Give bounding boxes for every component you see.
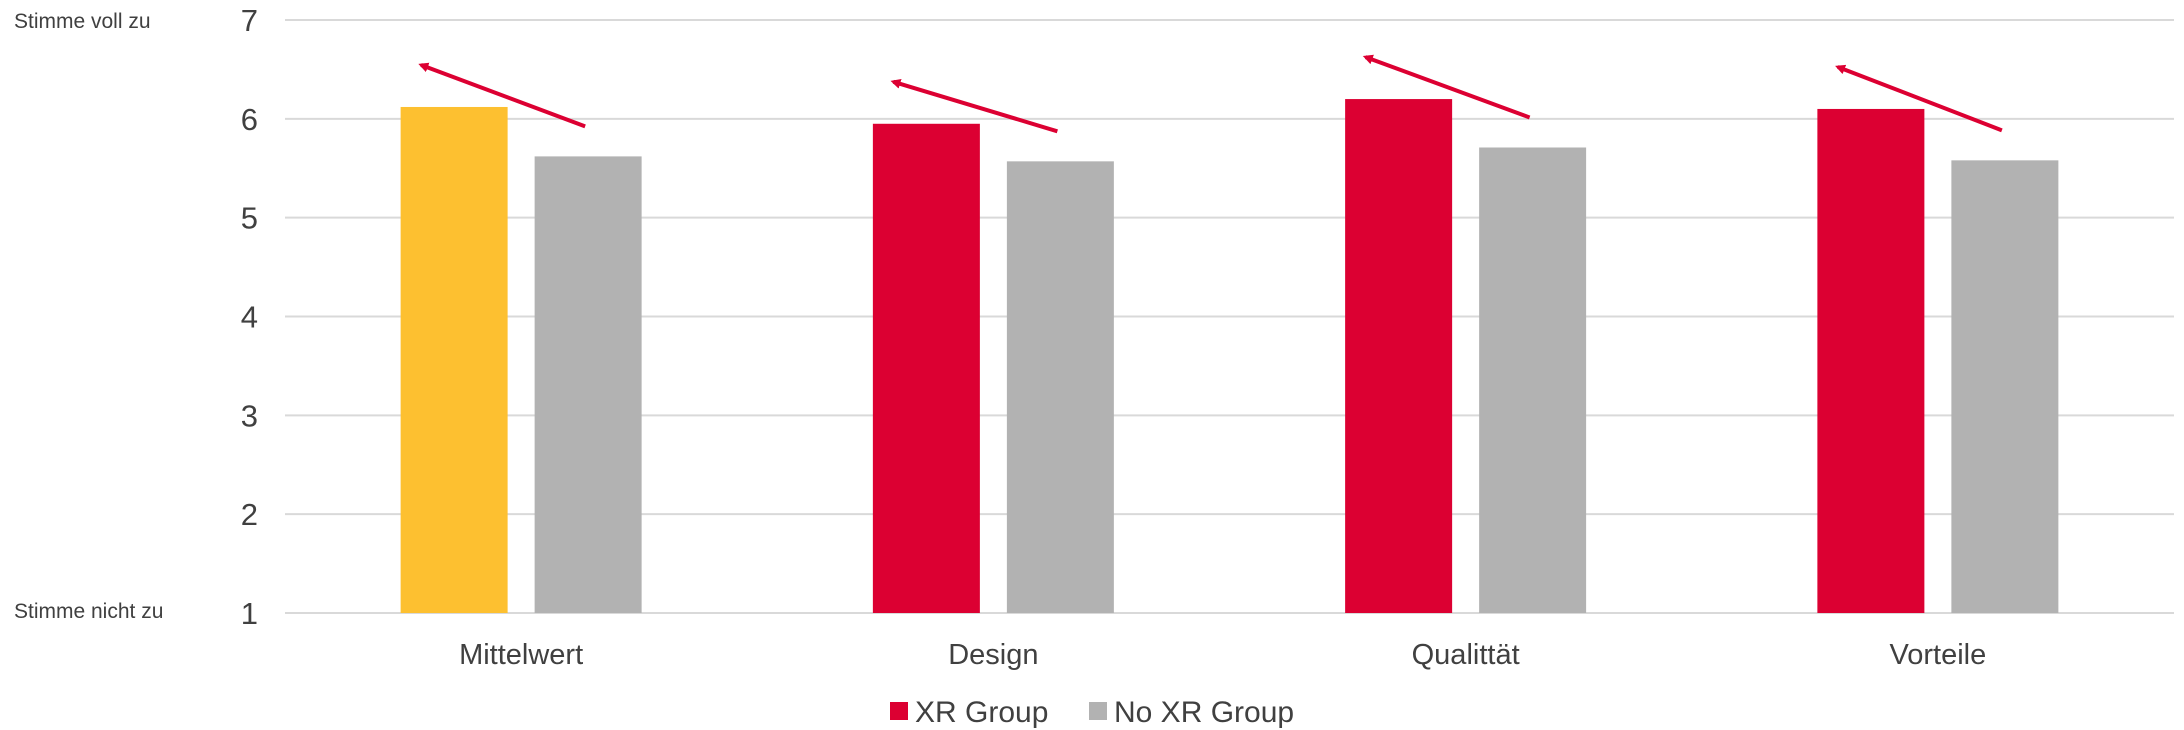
y-tick-label: 7: [241, 3, 258, 38]
bar-xr-3: [1345, 99, 1453, 614]
bar-no-xr-1: [534, 156, 642, 613]
y-tick-label: 2: [241, 497, 258, 532]
trend-arrows: [418, 54, 2003, 134]
legend-swatch-xr: [890, 702, 908, 720]
x-tick-label: Mittelwert: [459, 639, 583, 671]
bar-no-xr-4: [1951, 160, 2059, 614]
bars: [400, 99, 2059, 614]
y-tick-label: 1: [241, 596, 258, 631]
legend-swatch-no-xr: [1089, 702, 1107, 720]
bar-no-xr-3: [1479, 147, 1587, 613]
y-anchor-bottom-label: Stimme nicht zu: [14, 600, 163, 623]
trend-arrow-3: [1362, 54, 1531, 120]
y-tick-label: 3: [241, 398, 258, 433]
y-tick-label: 6: [241, 102, 258, 137]
y-anchor-top-label: Stimme voll zu: [14, 10, 151, 33]
bar-no-xr-2: [1006, 161, 1114, 613]
legend-label-no-xr: No XR Group: [1114, 696, 1294, 729]
bar-xr-4: [1817, 108, 1925, 613]
y-tick-label: 4: [241, 300, 258, 335]
y-axis: 1 2 3 4 5 6 7: [241, 3, 258, 631]
trend-arrow-1: [418, 62, 586, 129]
x-tick-label: Vorteile: [1890, 639, 1987, 671]
legend-label-xr: XR Group: [915, 696, 1048, 729]
bar-xr-1: [400, 106, 508, 614]
x-tick-label: Design: [948, 639, 1038, 671]
y-tick-label: 5: [241, 201, 258, 236]
trend-arrow-4: [1835, 64, 2003, 133]
x-tick-label: Qualittät: [1412, 639, 1520, 671]
trend-arrow-2: [890, 79, 1058, 134]
x-axis: Mittelwert Design Qualittät Vorteile: [459, 639, 1986, 671]
bar-xr-2: [872, 123, 980, 614]
legend: XR Group No XR Group: [890, 696, 1294, 729]
